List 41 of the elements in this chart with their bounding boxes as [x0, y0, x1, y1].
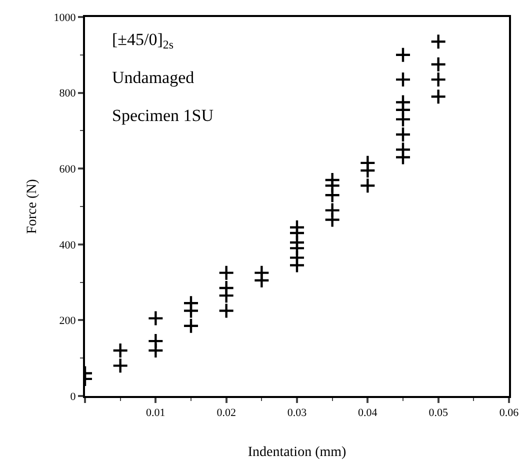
point	[112, 342, 128, 359]
point	[324, 212, 340, 228]
point	[218, 302, 234, 319]
y-tick-label: 200	[59, 315, 76, 328]
annotation: Undamaged	[112, 68, 195, 87]
point	[430, 34, 446, 50]
point	[148, 310, 164, 326]
y-axis-title: Force (N)	[24, 178, 40, 234]
y-tick-label: 600	[59, 163, 76, 176]
point	[394, 46, 412, 63]
point	[394, 71, 412, 88]
point	[218, 264, 234, 281]
point	[394, 149, 412, 166]
x-tick-label: 0.04	[358, 407, 378, 420]
point	[148, 342, 164, 359]
point	[360, 162, 376, 179]
annotation: [±45/0]$_{2s}$	[112, 30, 174, 52]
point	[394, 126, 412, 143]
x-tick-label: 0.05	[428, 407, 448, 420]
x-tick-label: 0.03	[287, 407, 308, 420]
y-tick-label: 0	[70, 390, 76, 403]
annotation: Specimen 1SU	[112, 106, 214, 125]
x-tick-label: 0.02	[216, 407, 236, 420]
x-tick-label: 0.06	[499, 407, 520, 420]
x-tick-label: 0.01	[146, 407, 166, 420]
point	[182, 318, 200, 334]
x-axis-title: Indentation (mm)	[248, 445, 347, 460]
point	[182, 302, 200, 319]
point	[430, 88, 446, 105]
point	[218, 287, 234, 304]
y-tick-label: 1000	[54, 12, 76, 24]
point	[324, 187, 340, 204]
point	[112, 358, 128, 374]
point	[430, 71, 446, 88]
point	[254, 272, 270, 288]
point	[394, 111, 412, 128]
y-tick-label: 400	[59, 239, 76, 252]
point	[360, 178, 376, 194]
point	[430, 56, 446, 72]
point	[288, 257, 306, 274]
y-tick-label: 800	[59, 88, 76, 100]
